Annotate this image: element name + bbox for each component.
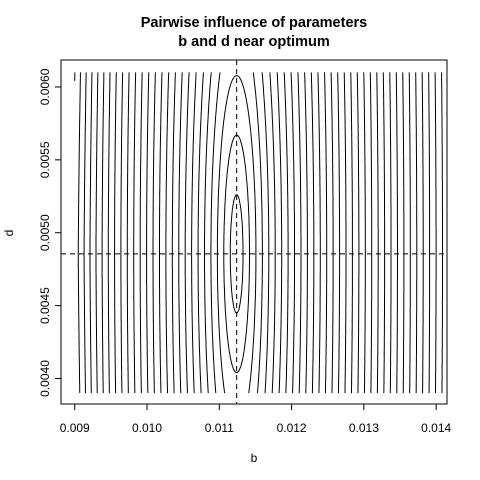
contour-level-16: [133, 72, 341, 394]
plot-frame: [60, 59, 448, 405]
contour-level-19: [114, 72, 360, 394]
optimum-reference-lines: [61, 60, 447, 404]
contour-level-10: [171, 72, 302, 394]
contour-level-21: [101, 72, 373, 394]
contour-level-24: [83, 72, 392, 394]
chart-title-line-2: b and d near optimum: [178, 34, 329, 50]
contour-level-13: [152, 72, 321, 394]
contour-level-29: [421, 72, 424, 394]
contour-level-11: [165, 72, 308, 394]
contour-level-6: [197, 72, 276, 394]
y-tick-label: 0.0060: [38, 68, 52, 105]
contour-level-31: [434, 72, 437, 394]
contour-level-28: [415, 72, 418, 394]
contour-level-23: [89, 72, 386, 394]
contour-level-32: [441, 72, 443, 394]
y-tick-label: 0.0040: [38, 360, 52, 397]
contour-level-25: [77, 72, 398, 394]
contour-level-20: [107, 72, 366, 394]
y-axis-label: d: [2, 230, 16, 237]
contour-level-3: [216, 75, 257, 394]
x-tick-label: 0.011: [205, 421, 234, 435]
contour-lines: [74, 72, 443, 394]
contour-level-27: [408, 72, 411, 394]
contour-level-2: [223, 134, 250, 374]
contour-level-18: [120, 72, 353, 394]
x-tick-label: 0.014: [421, 421, 451, 435]
contour-level-26: [74, 72, 405, 394]
x-tick-label: 0.010: [132, 421, 162, 435]
chart-title-line-1: Pairwise influence of parameters: [141, 15, 367, 31]
y-axis: 0.0040 0.0045 0.0050 0.0055 0.0060: [38, 68, 61, 397]
contour-level-14: [146, 72, 328, 394]
x-axis-label: b: [251, 451, 258, 465]
y-tick-label: 0.0050: [38, 214, 52, 251]
y-tick-label: 0.0045: [38, 287, 52, 324]
x-tick-label: 0.013: [349, 421, 379, 435]
contour-level-7: [191, 72, 283, 394]
contour-level-30: [428, 72, 431, 394]
x-tick-label: 0.012: [277, 421, 307, 435]
contour-level-8: [184, 72, 289, 394]
contour-level-17: [126, 72, 347, 394]
contour-level-9: [178, 72, 295, 394]
x-axis: 0.009 0.010 0.011 0.012 0.013 0.014: [60, 404, 451, 435]
contour-level-12: [159, 72, 315, 394]
y-tick-label: 0.0055: [38, 141, 52, 178]
contour-level-4: [210, 72, 263, 394]
x-tick-label: 0.009: [60, 421, 90, 435]
contour-level-22: [95, 72, 379, 394]
contour-level-15: [139, 72, 334, 394]
contour-level-5: [204, 72, 270, 394]
